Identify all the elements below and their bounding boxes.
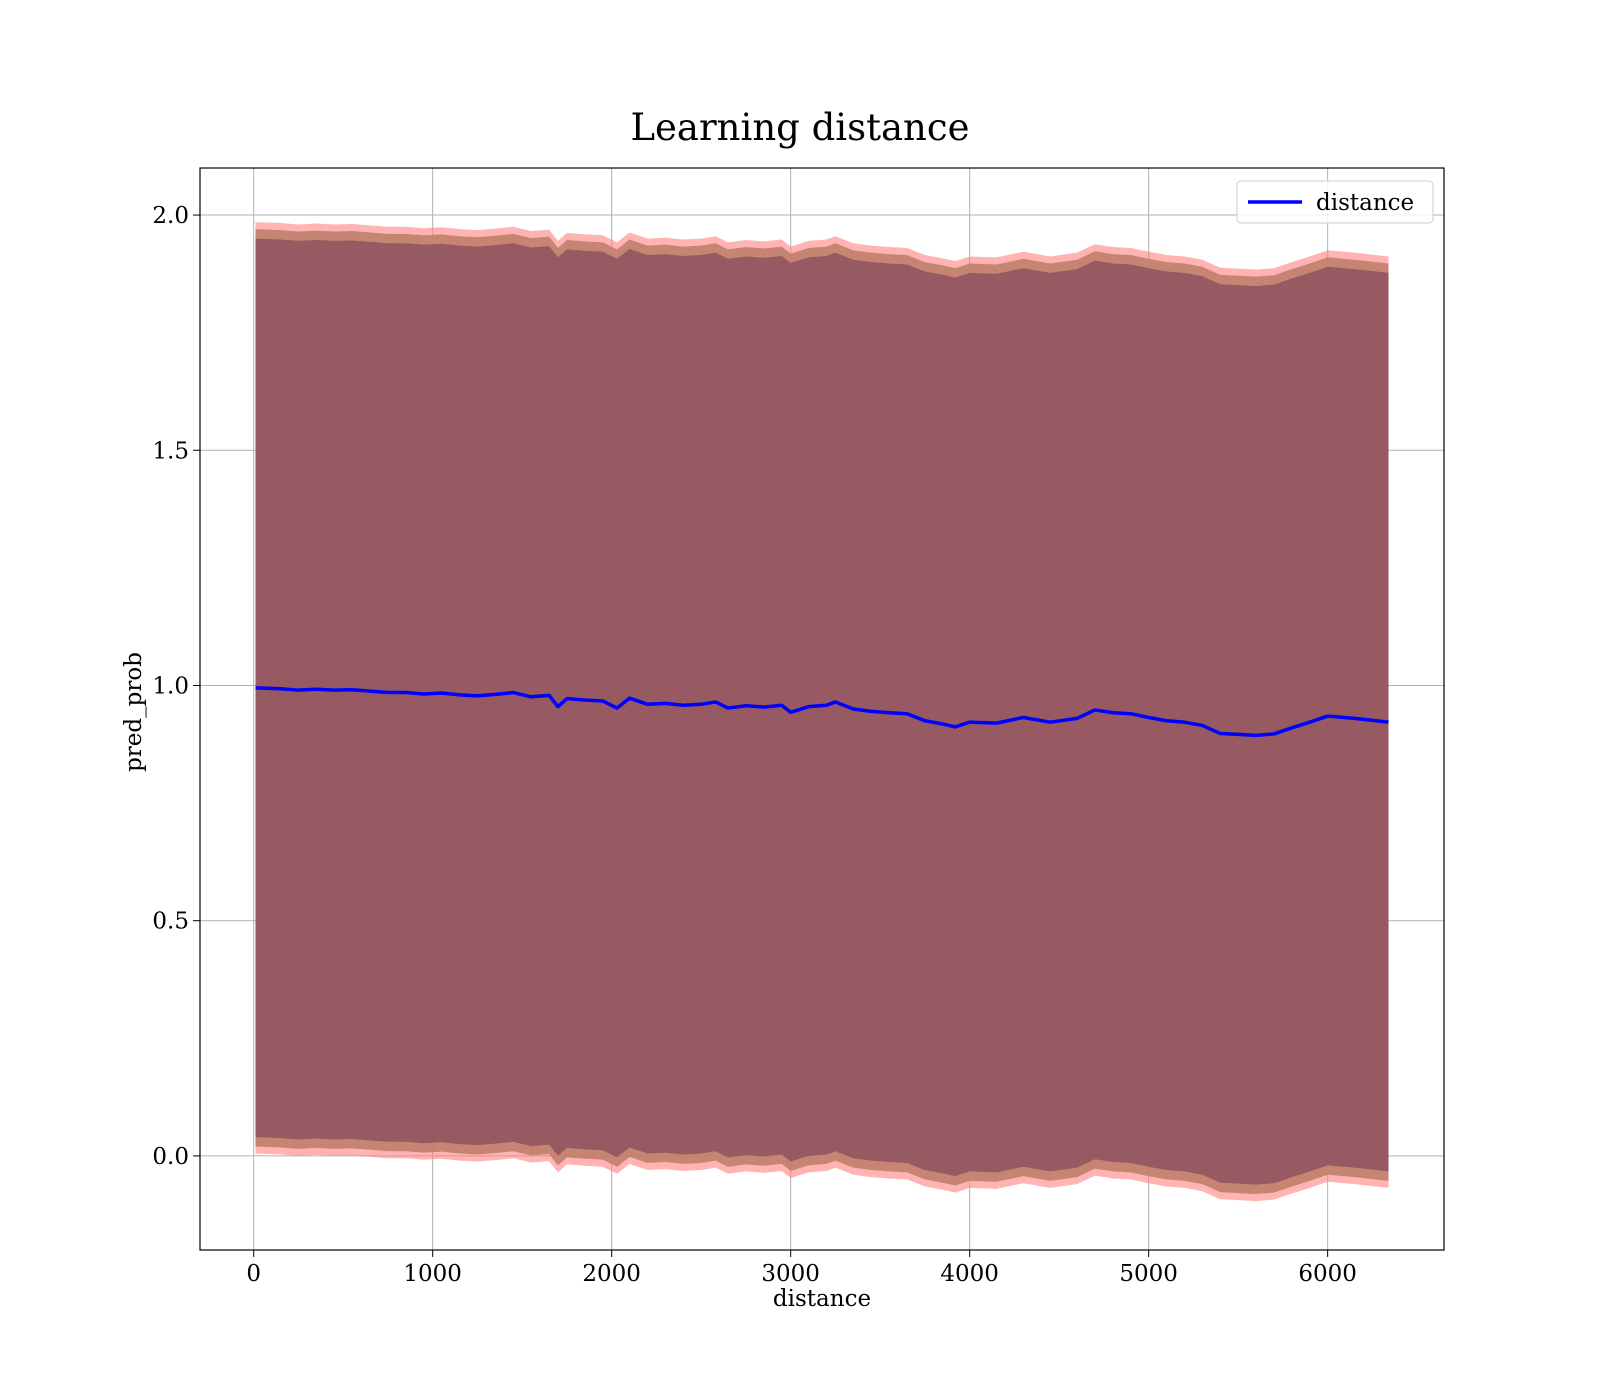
y-axis-label: pred_prob	[121, 652, 147, 772]
y-tick-label: 0.5	[152, 909, 189, 935]
y-axis-ticks: 0.0 0.5 1.0 1.5 2.0	[152, 203, 200, 1170]
legend-label: distance	[1316, 190, 1414, 216]
x-tick-label: 4000	[940, 1261, 999, 1287]
confidence-bands	[255, 222, 1389, 1202]
series-line-distance	[255, 686, 1389, 738]
series-lines	[255, 686, 1389, 738]
x-axis-ticks: 0 1000 2000 3000 4000 5000 6000	[246, 1250, 1357, 1287]
x-tick-label: 3000	[761, 1261, 820, 1287]
y-tick-label: 1.0	[152, 673, 189, 699]
x-tick-label: 0	[246, 1261, 261, 1287]
plot-frame	[199, 167, 1445, 1251]
x-tick-label: 6000	[1298, 1261, 1357, 1287]
legend: distance	[1236, 180, 1434, 224]
y-tick-label: 1.5	[152, 438, 189, 464]
legend-box	[1236, 180, 1434, 224]
y-tick-label: 2.0	[152, 203, 189, 229]
band-inner	[255, 238, 1389, 1185]
y-tick-label: 0.0	[152, 1144, 189, 1170]
x-tick-label: 5000	[1119, 1261, 1178, 1287]
x-axis-label: distance	[773, 1286, 871, 1312]
x-tick-label: 1000	[403, 1261, 462, 1287]
x-tick-label: 2000	[582, 1261, 641, 1287]
chart-title: Learning distance	[630, 106, 969, 149]
